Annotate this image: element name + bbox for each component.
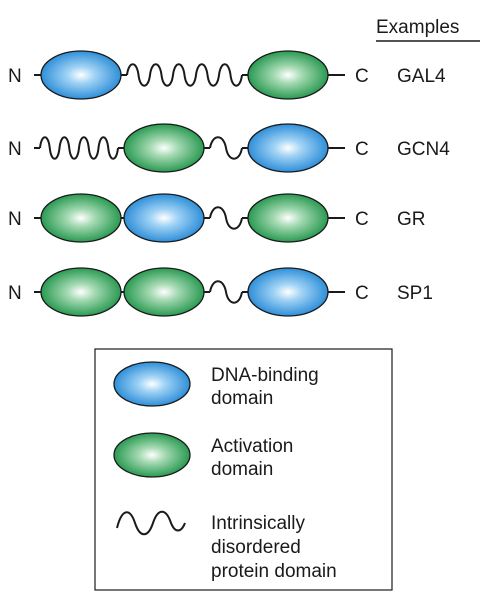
legend-box [94, 348, 393, 591]
activation-domain [123, 123, 205, 173]
legend-disordered-line2: disordered [211, 537, 301, 558]
protein-row: N C SP1 [8, 267, 433, 317]
activation-domain [247, 50, 329, 100]
protein-row: N C GCN4 [8, 123, 450, 173]
examples-header: Examples [376, 17, 459, 38]
legend-dna-binding-line1: DNA-binding [211, 365, 319, 386]
disordered-linker [39, 136, 119, 160]
legend-activation-line1: Activation [211, 436, 293, 457]
protein-rows: N C GAL4 N C GCN4 N C GR N C SP1 [8, 50, 450, 317]
example-label: SP1 [397, 283, 433, 304]
n-terminus-label: N [8, 209, 22, 230]
legend-disordered-wave-icon [116, 510, 186, 536]
dna-binding-domain [40, 50, 122, 100]
c-terminus-label: C [355, 66, 369, 87]
dna-binding-domain [247, 267, 329, 317]
activation-domain [247, 193, 329, 243]
legend-activation-ellipse [113, 432, 191, 478]
n-terminus-label: N [8, 139, 22, 160]
disordered-linker [209, 280, 243, 304]
c-terminus-label: C [355, 209, 369, 230]
example-label: GAL4 [397, 66, 446, 87]
legend-disordered-line1: Intrinsically [211, 513, 305, 534]
example-label: GR [397, 209, 426, 230]
legend: DNA-binding domain Activation domain Int… [94, 348, 393, 591]
activation-domain [40, 193, 122, 243]
dna-binding-domain [123, 193, 205, 243]
protein-row: N C GAL4 [8, 50, 446, 100]
disordered-linker [209, 206, 243, 230]
legend-dna-binding-ellipse [113, 361, 191, 407]
c-terminus-label: C [355, 139, 369, 160]
n-terminus-label: N [8, 283, 22, 304]
disordered-linker [126, 63, 243, 87]
dna-binding-domain [247, 123, 329, 173]
legend-dna-binding-line2: domain [211, 388, 273, 409]
c-terminus-label: C [355, 283, 369, 304]
activation-domain [123, 267, 205, 317]
disordered-linker [209, 136, 243, 160]
activation-domain [40, 267, 122, 317]
protein-row: N C GR [8, 193, 426, 243]
n-terminus-label: N [8, 66, 22, 87]
legend-activation-line2: domain [211, 459, 273, 480]
example-label: GCN4 [397, 139, 450, 160]
legend-disordered-line3: protein domain [211, 561, 337, 582]
